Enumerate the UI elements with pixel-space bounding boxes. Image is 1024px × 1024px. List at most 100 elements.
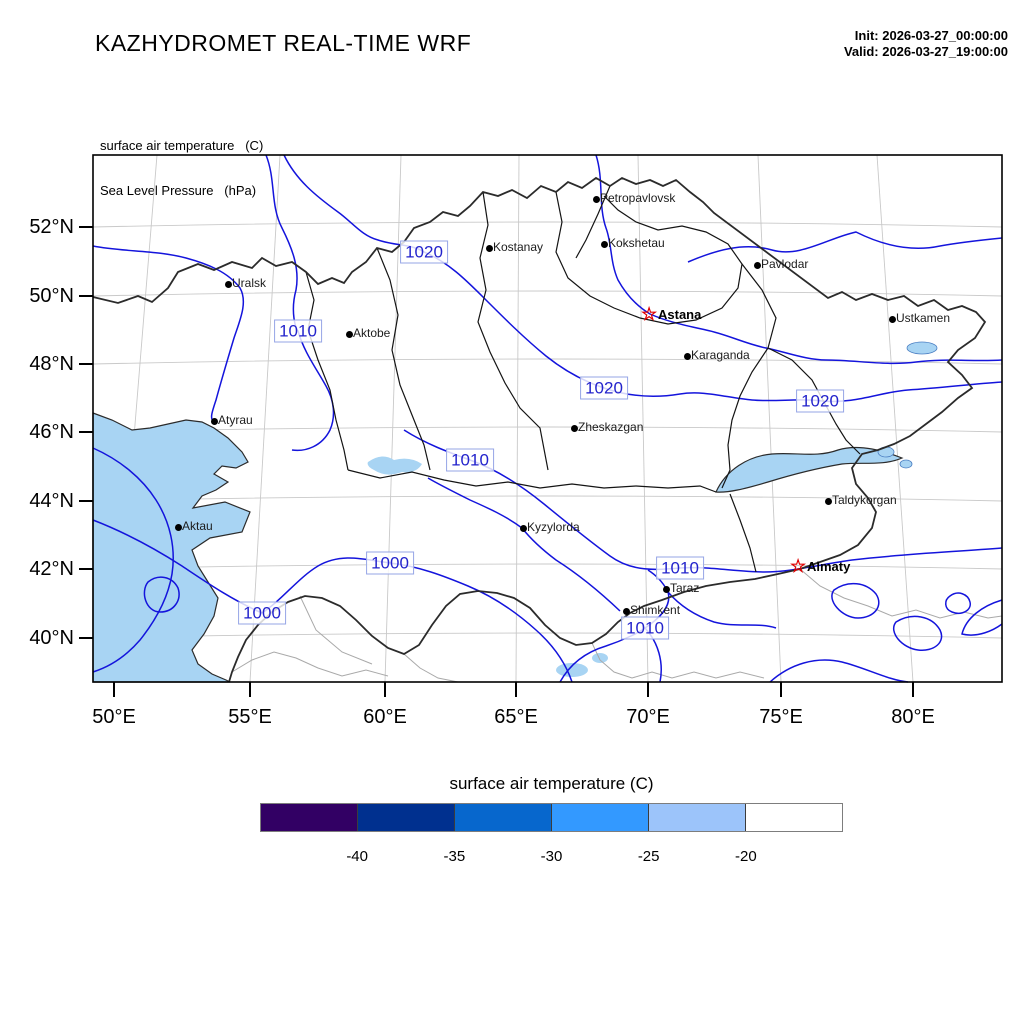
lat-tick-label: 50°N: [29, 285, 74, 307]
lat-tick: [79, 295, 93, 297]
colorbar-tick-label: -25: [637, 848, 660, 865]
city-label: Ustkamen: [896, 311, 951, 325]
city-marker-star: ☆: [641, 304, 658, 324]
colorbar-segment: [649, 804, 746, 831]
city-label: Almaty: [807, 559, 851, 574]
city-marker-dot: [601, 241, 608, 248]
snow-patch-fill: [556, 663, 588, 677]
lat-tick-label: 40°N: [29, 627, 74, 649]
city-marker-dot: [346, 331, 353, 338]
city-label: Pavlodar: [761, 257, 809, 271]
lat-tick: [79, 431, 93, 433]
city-marker-dot: [663, 586, 670, 593]
caspian-sea-fill: [92, 412, 251, 683]
lake-zaysan-fill: [906, 341, 938, 355]
lon-tick: [647, 682, 649, 697]
init-timestamp: Init: 2026-03-27_00:00:00: [854, 28, 1008, 43]
pressure-contour-label: 1010: [656, 556, 704, 580]
city-marker-dot: [754, 262, 761, 269]
country-border: [92, 176, 987, 683]
lon-tick-label: 80°E: [891, 706, 935, 728]
city-marker-dot: [486, 245, 493, 252]
lon-tick-label: 50°E: [92, 706, 136, 728]
aral-patch-fill: [367, 456, 422, 475]
lon-tick-label: 55°E: [228, 706, 272, 728]
city-marker-dot: [225, 281, 232, 288]
lon-tick: [780, 682, 782, 697]
lat-tick: [79, 363, 93, 365]
city-label: Aktau: [182, 519, 213, 533]
region-borders: [305, 185, 861, 573]
lat-tick-label: 48°N: [29, 353, 74, 375]
city-marker-dot: [571, 425, 578, 432]
pressure-contour-label: 1010: [446, 448, 494, 472]
lon-tick: [249, 682, 251, 697]
city-label: Astana: [658, 307, 702, 322]
colorbar-segment: [455, 804, 552, 831]
colorbar-segment: [358, 804, 455, 831]
colorbar-segment: [746, 804, 842, 831]
colorbar-tick-label: -40: [346, 848, 368, 865]
city-label: Aktobe: [353, 326, 391, 340]
valid-timestamp: Valid: 2026-03-27_19:00:00: [843, 44, 1008, 59]
overlay-caption-line2: Sea Level Pressure (hPa): [100, 183, 257, 198]
city-marker-dot: [889, 316, 896, 323]
lat-tick: [79, 226, 93, 228]
graticule: [92, 154, 1003, 683]
city-label: Karaganda: [691, 348, 750, 362]
colorbar-segment: [261, 804, 358, 831]
overlay-caption: surface air temperature (C) Sea Level Pr…: [100, 108, 263, 228]
city-marker-star: ☆: [790, 556, 807, 576]
colorbar: [260, 803, 843, 832]
city-label: Zheskazgan: [578, 420, 644, 434]
city-marker-dot: [684, 353, 691, 360]
city-label: Kokshetau: [608, 236, 665, 250]
lat-tick: [79, 500, 93, 502]
pressure-contour-label: 1000: [366, 551, 414, 575]
city-label: Petropavlovsk: [600, 191, 676, 205]
lat-tick: [79, 568, 93, 570]
lake-small-fill: [899, 459, 913, 469]
lon-tick-label: 75°E: [759, 706, 803, 728]
lat-tick-label: 42°N: [29, 558, 74, 580]
pressure-contour-label: 1010: [274, 319, 322, 343]
city-marker-dot: [211, 418, 218, 425]
lon-tick: [384, 682, 386, 697]
lat-tick: [79, 637, 93, 639]
lon-tick-label: 60°E: [363, 706, 407, 728]
lat-tick-label: 46°N: [29, 421, 74, 443]
lat-tick-label: 52°N: [29, 216, 74, 238]
city-label: Kostanay: [493, 240, 544, 254]
colorbar-tick-label: -30: [540, 848, 563, 865]
city-marker-dot: [593, 196, 600, 203]
lon-tick: [912, 682, 914, 697]
city-marker-dot: [623, 608, 630, 615]
run-timestamps: Init: 2026-03-27_00:00:00 Valid: 2026-03…: [844, 28, 1008, 60]
map-frame: [92, 154, 1003, 683]
lake-balkhash-fill: [715, 447, 904, 493]
city-label: Atyrau: [218, 413, 253, 427]
city-label: Kyzylorda: [527, 520, 580, 534]
snow-patch-fill-2: [592, 653, 608, 663]
pressure-contour-label: 1010: [621, 616, 669, 640]
colorbar-tick-label: -35: [443, 848, 466, 865]
city-label: Shimkent: [630, 603, 681, 617]
lon-tick-label: 65°E: [494, 706, 538, 728]
city-label: Taraz: [670, 581, 700, 595]
lon-tick-label: 70°E: [626, 706, 670, 728]
pressure-contour-label: 1000: [238, 601, 286, 625]
colorbar-title: surface air temperature (C): [449, 774, 654, 793]
pressure-contour-label: 1020: [796, 389, 844, 413]
water-fills: [92, 341, 938, 683]
city-marker-dot: [520, 525, 527, 532]
pressure-contour-label: 1020: [580, 376, 628, 400]
page-title: KAZHYDROMET REAL-TIME WRF: [95, 30, 472, 56]
lon-tick: [113, 682, 115, 697]
colorbar-tick-label: -20: [734, 848, 757, 865]
pressure-contour-label: 1020: [400, 240, 448, 264]
